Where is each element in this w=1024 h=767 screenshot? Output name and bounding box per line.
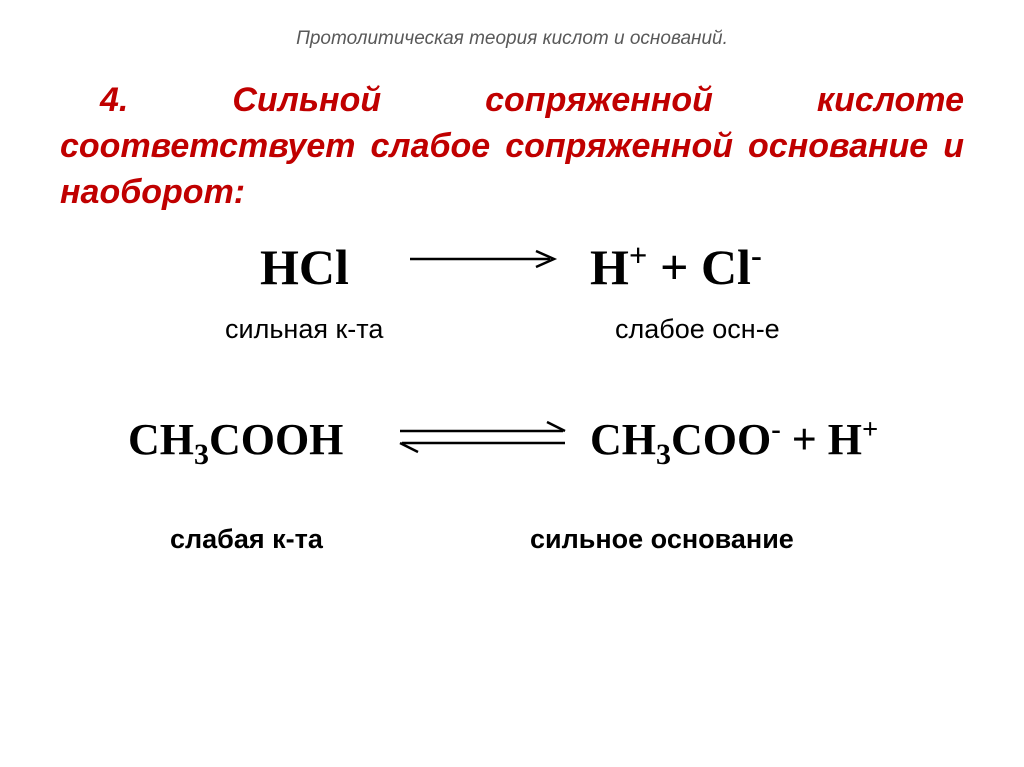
thesis-text: Сильной сопряженной кислоте соответствуе… [60, 81, 964, 211]
eq1-label-right: слабое осн-е [615, 314, 780, 345]
eq2-label-right: сильное основание [530, 524, 794, 555]
eq1-lhs: HCl [260, 238, 349, 296]
eq1-labels: сильная к-та слабое осн-е [60, 314, 964, 364]
eq2-lhs: CH3COOH [128, 414, 343, 472]
eq1-rhs: H+ + Cl- [590, 238, 762, 296]
eq1-label-left: сильная к-та [225, 314, 383, 345]
eq2-label-left: слабая к-та [170, 524, 323, 555]
equilibrium-arrow-icon [395, 416, 570, 463]
eq2-rhs: CH3COO- + H+ [590, 414, 878, 472]
eq2-labels: слабая к-та сильное основание [60, 524, 964, 574]
equation-2: CH3COOH CH3COO- + H+ [60, 414, 964, 484]
thesis-paragraph: 4. Сильной сопряженной кислоте соответст… [60, 78, 964, 216]
forward-arrow-icon [410, 244, 560, 279]
slide-title: Протолитическая теория кислот и основани… [60, 28, 964, 50]
equation-1: HCl H+ + Cl- [60, 238, 964, 308]
slide-container: Протолитическая теория кислот и основани… [0, 0, 1024, 767]
thesis-number: 4. [60, 81, 128, 119]
